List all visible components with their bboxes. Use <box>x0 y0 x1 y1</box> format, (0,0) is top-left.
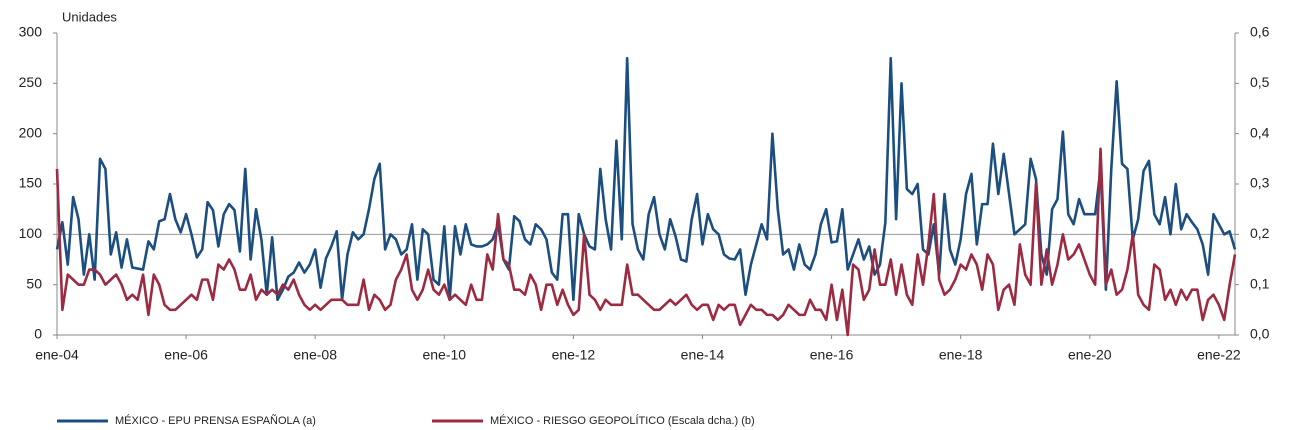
y-tick-label: 250 <box>19 74 43 90</box>
y2-tick-label: 0,4 <box>1250 124 1270 140</box>
legend-label: MÉXICO - EPU PRENSA ESPAÑOLA (a) <box>115 414 316 427</box>
series-line <box>55 147 1237 337</box>
x-tick-label: ene-08 <box>293 347 337 363</box>
y-tick-label: 200 <box>19 124 43 140</box>
x-tick-label: ene-22 <box>1197 347 1241 363</box>
y-tick-label: 300 <box>19 24 43 40</box>
x-tick-label: ene-18 <box>939 347 983 363</box>
y2-tick-label: 0,6 <box>1250 24 1270 40</box>
y2-tick-label: 0,5 <box>1250 74 1270 90</box>
legend-label: MÉXICO - RIESGO GEOPOLÍTICO (Escala dcha… <box>490 414 755 427</box>
y2-tick-label: 0,0 <box>1250 326 1270 342</box>
y2-tick-label: 0,2 <box>1250 225 1270 241</box>
x-tick-label: ene-16 <box>810 347 854 363</box>
y2-tick-label: 0,1 <box>1250 275 1270 291</box>
x-tick-label: ene-14 <box>681 347 725 363</box>
y-axis-label: Unidades <box>62 9 117 24</box>
x-tick-label: ene-20 <box>1068 347 1112 363</box>
x-tick-label: ene-12 <box>552 347 596 363</box>
x-tick-label: ene-04 <box>35 347 79 363</box>
x-tick-label: ene-06 <box>164 347 208 363</box>
y-tick-label: 150 <box>19 175 43 191</box>
y-tick-label: 0 <box>34 326 42 342</box>
x-tick-label: ene-10 <box>422 347 466 363</box>
y-tick-label: 50 <box>26 275 42 291</box>
y2-tick-label: 0,3 <box>1250 175 1270 191</box>
y-tick-label: 100 <box>19 225 43 241</box>
